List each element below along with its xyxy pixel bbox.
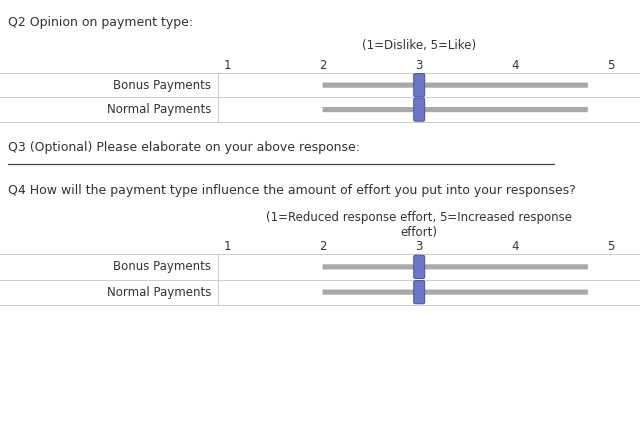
Text: 1: 1 xyxy=(223,59,231,72)
Text: 1: 1 xyxy=(223,240,231,253)
Text: Q2 Opinion on payment type:: Q2 Opinion on payment type: xyxy=(8,16,193,29)
Text: 5: 5 xyxy=(607,240,615,253)
Text: (1=Reduced response effort, 5=Increased response
effort): (1=Reduced response effort, 5=Increased … xyxy=(266,211,572,239)
FancyBboxPatch shape xyxy=(323,264,588,269)
FancyBboxPatch shape xyxy=(414,281,425,304)
Text: 3: 3 xyxy=(415,59,423,72)
Text: Normal Payments: Normal Payments xyxy=(107,286,211,299)
Text: 2: 2 xyxy=(319,240,327,253)
Text: Bonus Payments: Bonus Payments xyxy=(113,260,211,273)
Text: Q4 How will the payment type influence the amount of effort you put into your re: Q4 How will the payment type influence t… xyxy=(8,184,575,197)
FancyBboxPatch shape xyxy=(323,82,588,88)
Text: Bonus Payments: Bonus Payments xyxy=(113,79,211,92)
Text: (1=Dislike, 5=Like): (1=Dislike, 5=Like) xyxy=(362,39,476,51)
FancyBboxPatch shape xyxy=(414,98,425,121)
Text: Normal Payments: Normal Payments xyxy=(107,103,211,116)
FancyBboxPatch shape xyxy=(323,107,588,112)
Text: 4: 4 xyxy=(511,59,519,72)
Text: 4: 4 xyxy=(511,240,519,253)
Text: 2: 2 xyxy=(319,59,327,72)
Text: Q3 (Optional) Please elaborate on your above response:: Q3 (Optional) Please elaborate on your a… xyxy=(8,141,360,154)
FancyBboxPatch shape xyxy=(414,255,425,278)
Text: 3: 3 xyxy=(415,240,423,253)
FancyBboxPatch shape xyxy=(414,73,425,97)
Text: 5: 5 xyxy=(607,59,615,72)
FancyBboxPatch shape xyxy=(323,290,588,295)
